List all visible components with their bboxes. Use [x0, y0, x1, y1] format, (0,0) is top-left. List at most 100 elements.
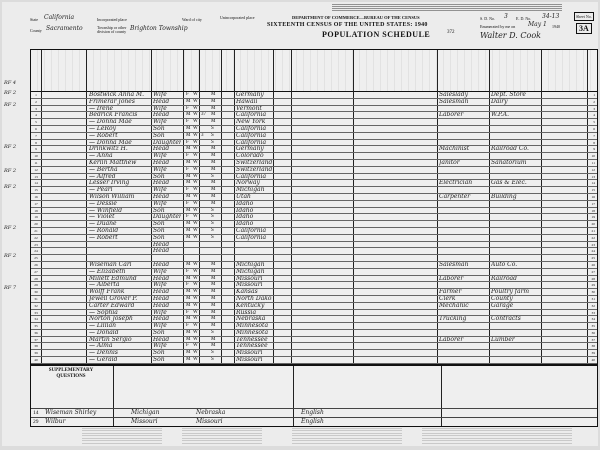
cell-name: — Irene	[89, 105, 114, 112]
state-label: State	[30, 17, 38, 22]
cell-bp: Nebraska	[236, 316, 266, 323]
cell-line-right: 29	[591, 283, 596, 288]
cell-bp: Michigan	[236, 268, 265, 275]
cell-rel: Head	[153, 112, 170, 119]
cell-race: W	[193, 323, 198, 329]
cell-race: W	[193, 98, 198, 104]
cell-race: W	[193, 302, 198, 308]
margin-note: RF 7	[4, 285, 17, 291]
cell-sex: M	[186, 112, 191, 118]
table-row: 8 — Donna Mae Daughter F W S California 8	[31, 140, 597, 147]
cell-bp: Idaho	[236, 207, 254, 214]
cell-mar: M	[211, 159, 216, 165]
table-row: 16 Wilson William Head M W M Utah Carpenter Buil…	[31, 194, 597, 201]
cell-race: W	[193, 132, 198, 138]
supp-father: Michigan	[131, 409, 160, 416]
cell-occ: Salesman	[439, 261, 469, 268]
unincorporated-label: Unincorporated place	[220, 15, 255, 20]
cell-ind: Poultry farm	[491, 289, 530, 296]
sd-value: 3	[504, 13, 508, 20]
cell-name: Martin Sergio	[89, 336, 132, 343]
cell-sex: M	[186, 173, 191, 179]
cell-mar: M	[211, 112, 216, 118]
cell-line-right: 38	[591, 344, 596, 349]
ed-value: 34-13	[542, 13, 560, 20]
cell-sex: F	[186, 92, 189, 97]
cell-bp: California	[236, 132, 267, 139]
cell-name: Kerlin Matthew	[89, 159, 137, 166]
cell-sex: M	[186, 261, 191, 267]
cell-mar: M	[211, 187, 216, 193]
cell-name: — Sophia	[89, 309, 118, 316]
cell-ind: Garage	[491, 302, 514, 309]
cell-line: 13	[34, 174, 38, 179]
cell-mar: M	[211, 105, 216, 111]
cell-bp: Idaho	[236, 214, 254, 221]
cell-line: 6	[35, 126, 37, 131]
enumerated-year: 1940	[552, 24, 560, 29]
table-row: 33 — Sophia Wife F W M Russia 33	[31, 310, 597, 317]
cell-line-right: 20	[591, 222, 596, 227]
table-row: 18 — Winfield Son M W S Idaho 18	[31, 208, 597, 215]
cell-race: W	[193, 112, 198, 118]
cell-rel: Head	[153, 275, 170, 282]
cell-name: Bostwick Anna M.	[89, 92, 145, 98]
cell-bp: California	[236, 112, 267, 119]
cell-rel: Wife	[153, 268, 167, 275]
cell-line-right: 23	[591, 242, 596, 247]
cell-rel: Wife	[153, 119, 167, 126]
cell-rel: Head	[153, 159, 170, 166]
cell-bp: Missouri	[236, 282, 263, 289]
cell-line-right: 40	[591, 358, 596, 363]
cell-bp: Colorado	[236, 153, 264, 160]
table-row: 1 Bostwick Anna M. Wife F W M Germany Saleslady…	[31, 92, 597, 99]
cell-race: W	[193, 289, 198, 295]
table-row: 4 Bedrick Francis Head M W 37 M California Labor…	[31, 112, 597, 120]
supp-mother: Missouri	[196, 418, 223, 425]
cell-line: 23	[34, 242, 38, 247]
cell-rel: Son	[153, 350, 165, 357]
cell-occ: Clerk	[439, 295, 456, 302]
enumerated-date: May 1	[528, 21, 547, 28]
table-row: 34 Norton Joseph Head M W M Nebraska Trucking Co…	[31, 316, 597, 324]
cell-race: W	[193, 227, 198, 233]
cell-sex: M	[186, 125, 191, 131]
cell-line-right: 32	[591, 303, 596, 308]
cell-line-right: 24	[591, 249, 596, 254]
cell-mar: M	[211, 153, 216, 159]
table-row: 30 Wolff Frank Head M W M Kansas Farmer Poultry …	[31, 289, 597, 296]
cell-name: — Donald	[89, 329, 119, 336]
cell-line: 15	[34, 188, 38, 193]
cell-mar: S	[211, 139, 214, 145]
table-row: 7 — Robert Son M W 3 S California 7	[31, 133, 597, 140]
cell-sex: F	[186, 166, 189, 172]
cell-line: 8	[35, 140, 37, 145]
cell-line-right: 28	[591, 276, 596, 281]
cell-sex: M	[186, 357, 191, 363]
table-row: 35 — Lillian Wife F W M Minnesota 35	[31, 323, 597, 330]
cell-line: 35	[34, 324, 38, 329]
cell-name: — Dessie	[89, 200, 117, 207]
cell-sex: F	[186, 323, 189, 329]
cell-bp: Germany	[236, 146, 264, 153]
department-heading: DEPARTMENT OF COMMERCE—BUREAU OF THE CEN…	[292, 15, 420, 20]
cell-bp: California	[236, 125, 267, 132]
cell-sex: M	[186, 302, 191, 308]
cell-race: W	[193, 221, 198, 227]
cell-line: 27	[34, 269, 38, 274]
cell-race: W	[193, 166, 198, 172]
cell-name: Wiseman Carl	[89, 261, 132, 268]
supp-line: 29	[33, 419, 39, 425]
cell-occ: Trucking	[439, 316, 467, 323]
table-row: 32 Carter Edward Head M W M Kentucky Mechanic Ga…	[31, 303, 597, 310]
table-row: 21 — Ronald Son M W S California 21	[31, 228, 597, 235]
cell-rel: Wife	[153, 187, 167, 194]
supp-father: Missouri	[131, 418, 158, 425]
cell-line: 28	[34, 276, 38, 281]
cell-name: Lesser Irving	[89, 180, 130, 187]
cell-ind: W.P.A.	[491, 112, 509, 119]
cell-mar: M	[211, 323, 216, 329]
table-row: 15 — Pearl Wife F W M Michigan 15	[31, 187, 597, 194]
margin-note: RF 4	[4, 80, 17, 86]
